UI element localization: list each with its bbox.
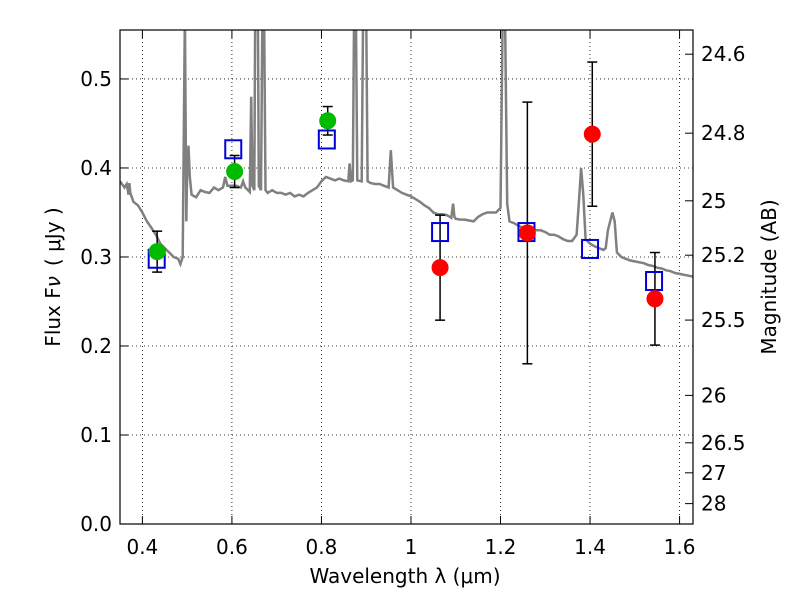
observed-point	[226, 163, 244, 181]
axes-frame	[119, 29, 694, 525]
x-tick-label: 1.6	[664, 535, 696, 559]
grid-lines	[120, 30, 693, 525]
magnitude-tick-label: 26	[701, 383, 726, 407]
y-tick-label: 0.2	[80, 334, 112, 358]
spectrum-line	[120, 30, 693, 278]
model-photometry-square	[581, 238, 600, 259]
x-tick-label: 0.6	[216, 535, 248, 559]
magnitude-tick-label: 25	[701, 189, 726, 213]
y-tick-label: 0.0	[80, 512, 112, 536]
model-photometry-square	[431, 222, 450, 243]
magnitude-tick-label: 28	[701, 492, 726, 516]
y-axis-title-subscript: ν	[41, 276, 65, 287]
observed-point	[583, 125, 601, 143]
y-tick-label: 0.5	[80, 67, 112, 91]
x-tick-label: 1	[405, 535, 418, 559]
observed-point	[518, 224, 536, 242]
y-axis-title-units: ( μJy )	[41, 207, 65, 266]
magnitude-tick-label: 27	[701, 461, 726, 485]
y-axis-title: Flux Fν ( μJy )	[41, 207, 65, 346]
magnitude-tick-label: 25.2	[701, 243, 746, 267]
magnitude-tick-label: 24.8	[701, 121, 746, 145]
x-tick-label: 1.4	[574, 535, 606, 559]
model-photometry-square	[224, 139, 243, 160]
plot-area: 0.4 0.6 0.8 1 1.2 1.4 1.6 0.0 0.1 0.2 0.3 0.4 0.5 24.…	[80, 29, 746, 559]
magnitude-tick-label: 24.6	[701, 42, 746, 66]
y-axis-title-text: Flux F	[41, 287, 65, 346]
y-tick-label: 0.3	[80, 245, 112, 269]
model-photometry-square	[645, 271, 664, 292]
model-photometry-square	[317, 129, 336, 150]
x-tick-label: 0.4	[126, 535, 158, 559]
magnitude-tick-label: 25.5	[701, 308, 746, 332]
y-tick-label: 0.1	[80, 423, 112, 447]
observed-point	[646, 290, 664, 308]
observed-point	[431, 259, 449, 277]
plot-series	[120, 30, 693, 365]
right-axis-title: Magnitude (AB)	[757, 199, 781, 354]
magnitude-tick-label: 26.5	[701, 431, 746, 455]
y-tick-label: 0.4	[80, 156, 112, 180]
observed-point	[148, 243, 166, 261]
x-axis-title: Wavelength λ (μm)	[309, 564, 500, 588]
x-tick-label: 0.8	[306, 535, 338, 559]
observed-point	[319, 112, 337, 130]
x-tick-label: 1.2	[485, 535, 517, 559]
